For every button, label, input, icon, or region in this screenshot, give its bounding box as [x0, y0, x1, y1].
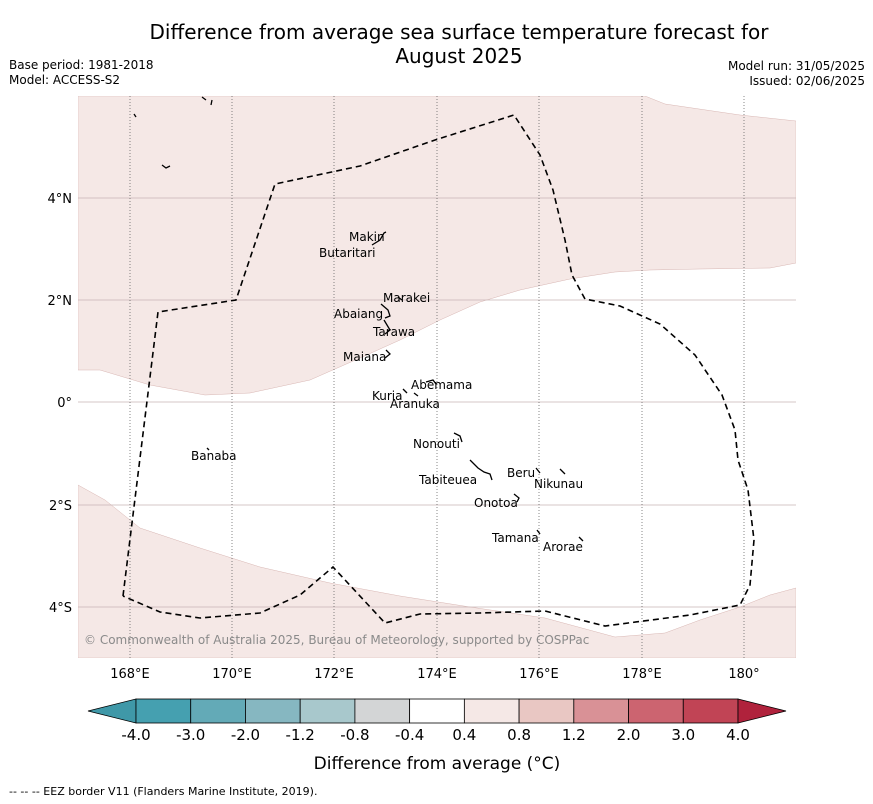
island-label-makin: Makin: [349, 230, 385, 244]
x-tick-170e: 170°E: [212, 667, 252, 682]
island-outlines: [133, 96, 584, 542]
title-line-2: August 2025: [395, 44, 523, 68]
x-tick-176e: 176°E: [519, 667, 559, 682]
anomaly-region-north: [78, 96, 796, 396]
y-tick-4n: 4°N: [48, 192, 73, 207]
island-labels: Makin Butaritari Marakei Abaiang Tarawa …: [191, 230, 583, 554]
colorbar-bin: [518, 698, 575, 724]
colorbar-bin: [190, 698, 246, 724]
y-tick-4s: 4°S: [49, 601, 72, 616]
colorbar-tick-label: -1.2: [286, 726, 315, 744]
colorbar-tick-label: -4.0: [121, 726, 150, 744]
base-period: Base period: 1981-2018: [9, 58, 154, 72]
colorbar-tick-label: -3.0: [176, 726, 205, 744]
y-tick-0: 0°: [57, 396, 72, 411]
island-label-beru: Beru: [507, 466, 535, 480]
colorbar-bin: [135, 698, 192, 724]
colorbar-tick-labels: -4.0 -3.0 -2.0 -1.2 -0.8 -0.4 0.4 0.8 1.2 2.0 3.0 4…: [121, 726, 750, 744]
island-label-tamana: Tamana: [491, 531, 539, 545]
island-label-kuria: Kuria: [372, 389, 403, 403]
island-label-nonouti: Nonouti: [413, 437, 460, 451]
colorbar-bin: [245, 698, 301, 724]
island-label-onotoa: Onotoa: [474, 496, 518, 510]
island-label-maiana: Maiana: [343, 350, 386, 364]
colorbar-bin: [463, 698, 520, 724]
colorbar-extend-high: [737, 698, 787, 724]
eez-border: [122, 114, 755, 627]
colorbar-tick-label: -2.0: [231, 726, 260, 744]
x-tick-178e: 178°E: [622, 667, 662, 682]
longitude-gridlines: [129, 96, 745, 658]
x-tick-180: 180°: [728, 667, 759, 682]
island-label-arorae: Arorae: [543, 540, 583, 554]
island-label-abemama: Abemama: [411, 378, 472, 392]
colorbar-bin: [682, 698, 739, 724]
x-tick-172e: 172°E: [314, 667, 354, 682]
y-axis-labels: 4°N 2°N 0° 2°S 4°S: [48, 192, 73, 616]
copyright-notice: © Commonwealth of Australia 2025, Bureau…: [84, 633, 589, 647]
x-tick-174e: 174°E: [417, 667, 457, 682]
colorbar-bin: [409, 698, 465, 724]
island-label-nikunau: Nikunau: [534, 477, 583, 491]
colorbar-label: Difference from average (°C): [314, 754, 561, 774]
x-axis-labels: 168°E 170°E 172°E 174°E 176°E 178°E 180°: [110, 667, 759, 682]
island-label-marakei: Marakei: [383, 291, 430, 305]
eez-footnote: -- -- -- EEZ border V11 (Flanders Marine…: [9, 785, 318, 798]
island-label-tabiteuea: Tabiteuea: [418, 473, 477, 487]
meta-left: Base period: 1981-2018 Model: ACCESS-S2: [9, 58, 154, 88]
issued-date: Issued: 02/06/2025: [749, 74, 865, 88]
colorbar-tick-label: -0.4: [395, 726, 424, 744]
meta-right: Model run: 31/05/2025 Issued: 02/06/2025: [728, 59, 865, 89]
model-name: Model: ACCESS-S2: [9, 73, 121, 87]
colorbar-bin: [573, 698, 629, 724]
anomaly-region-south: [78, 484, 796, 658]
map-title: Difference from average sea surface temp…: [0, 20, 873, 68]
colorbar-bin: [628, 698, 684, 724]
y-tick-2n: 2°N: [48, 294, 73, 309]
title-line-1: Difference from average sea surface temp…: [149, 20, 769, 44]
colorbar-tick-label: 0.4: [452, 726, 476, 744]
colorbar-tick-label: -0.8: [340, 726, 369, 744]
colorbar: [87, 698, 787, 724]
island-label-butaritari: Butaritari: [319, 246, 376, 260]
colorbar-bin: [299, 698, 356, 724]
island-label-banaba: Banaba: [191, 449, 237, 463]
model-run: Model run: 31/05/2025: [727, 59, 865, 73]
colorbar-extend-low: [87, 698, 137, 724]
colorbar-tick-label: 4.0: [726, 726, 750, 744]
island-label-aranuka: Aranuka: [390, 397, 440, 411]
colorbar-bin: [354, 698, 411, 724]
x-tick-168e: 168°E: [110, 667, 150, 682]
colorbar-tick-label: 3.0: [671, 726, 695, 744]
colorbar-tick-label: 2.0: [617, 726, 641, 744]
colorbar-tick-label: 1.2: [562, 726, 586, 744]
y-tick-2s: 2°S: [49, 499, 72, 514]
island-label-abaiang: Abaiang: [334, 307, 383, 321]
colorbar-tick-label: 0.8: [507, 726, 531, 744]
island-label-tarawa: Tarawa: [372, 325, 415, 339]
